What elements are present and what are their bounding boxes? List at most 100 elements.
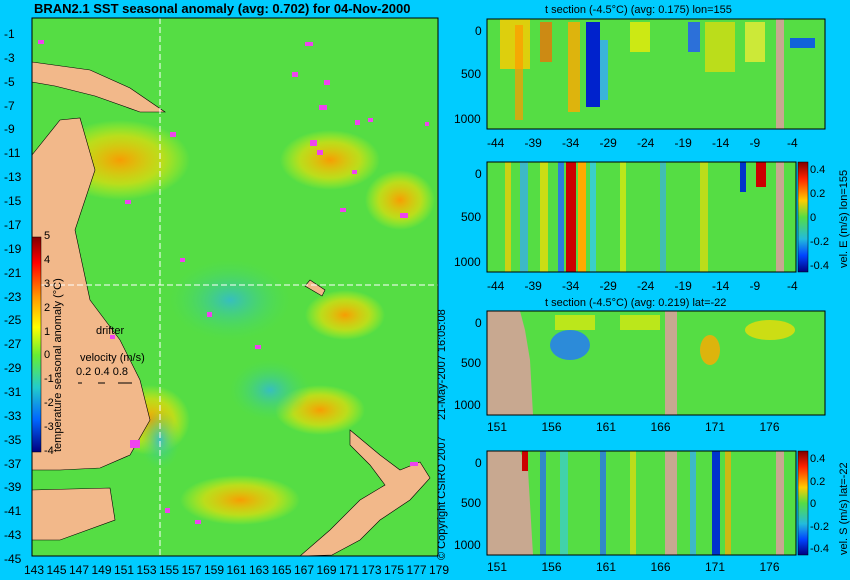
map-y-tick-label: -27 — [4, 337, 22, 352]
panel2-x-tick-label: -19 — [674, 279, 692, 293]
panel2-x-tick-label: -29 — [599, 279, 617, 293]
panel1-x-tick-label: -34 — [562, 136, 580, 150]
map-x-tick-label: 157 — [181, 563, 202, 577]
sst-map-panel — [31, 17, 439, 557]
map-x-tick-label: 163 — [249, 563, 270, 577]
map-y-tick-label: -7 — [4, 98, 15, 113]
panel2-x-tick-label: -24 — [637, 279, 655, 293]
panel3-x-tick-label: 156 — [541, 420, 562, 434]
panel4-x-tick-label: 156 — [541, 560, 562, 574]
panel1-x-tick-label: -24 — [637, 136, 655, 150]
map-x-tick-label: 175 — [384, 563, 405, 577]
map-y-tick-label: -19 — [4, 241, 22, 256]
panel4-colorbar-tick-label: -0.4 — [810, 543, 829, 555]
panel1-x-tick-label: -9 — [749, 136, 761, 150]
map-x-tick-label: 155 — [159, 563, 180, 577]
velocity-legend-values: 0.2 0.4 0.8 — [76, 366, 128, 378]
panel2-colorbar-tick-label: 0 — [810, 212, 817, 224]
sst-colorbar-tick-label: 4 — [44, 253, 51, 266]
map-y-tick-label: -3 — [4, 50, 15, 65]
panel4-colorbar-tick-label: 0.4 — [810, 453, 826, 465]
panel2-x-tick-label: -4 — [787, 279, 798, 293]
cool-anomaly-region — [170, 260, 290, 340]
panel3-x-tick-label: 171 — [705, 420, 726, 434]
map-y-tick-label: -13 — [4, 170, 22, 185]
warm-anomaly-region — [280, 130, 380, 190]
sst-map-title: BRAN2.1 SST seasonal anomaly (avg: 0.702… — [34, 1, 411, 16]
panel-vel-s-lat — [486, 450, 797, 556]
sst-colorbar-tick-label: 0 — [44, 349, 51, 362]
warm-anomaly-region — [365, 170, 435, 230]
map-y-tick-label: -43 — [4, 528, 22, 543]
map-y-tick-label: -25 — [4, 313, 22, 328]
panel4-x-tick-label: 171 — [705, 560, 726, 574]
panel1-x-tick-label: -44 — [487, 136, 505, 150]
panel4-y-tick-label: 500 — [461, 496, 482, 510]
panel1-y-tick-label: 0 — [475, 24, 482, 38]
panel-t-section-lon — [486, 18, 826, 130]
sst-colorbar — [31, 236, 42, 453]
panel1-x-tick-label: -19 — [674, 136, 692, 150]
panel2-x-tick-label: -39 — [524, 279, 542, 293]
map-y-tick-label: -11 — [4, 146, 21, 161]
panel1-x-tick-label: -4 — [787, 136, 798, 150]
panel-vel-e-lon — [486, 161, 797, 273]
map-y-tick-label: -37 — [4, 456, 22, 471]
map-y-tick-label: -1 — [4, 27, 15, 41]
panel2-colorbar-tick-label: -0.2 — [810, 236, 829, 248]
panel2-x-tick-label: -34 — [562, 279, 580, 293]
panel1-title: t section (-4.5°C) (avg: 0.175) lon=155 — [545, 4, 732, 16]
panel3-y-tick-label: 0 — [475, 316, 482, 330]
map-x-tick-label: 149 — [91, 563, 112, 577]
vel-s-colorbar — [797, 450, 809, 556]
map-y-tick-label: -45 — [4, 552, 22, 566]
panel1-x-tick-label: -14 — [712, 136, 730, 150]
panel1-x-tick-label: -39 — [524, 136, 542, 150]
panel4-x-tick-label: 166 — [650, 560, 671, 574]
panel1-y-tick-label: 500 — [461, 67, 482, 81]
map-y-tick-label: -9 — [4, 122, 15, 137]
map-x-tick-label: 159 — [204, 563, 225, 577]
sst-colorbar-tick-label: 2 — [44, 301, 51, 314]
map-x-tick-label: 165 — [271, 563, 292, 577]
warm-anomaly-region — [305, 290, 385, 340]
panel1-x-tick-label: -29 — [599, 136, 617, 150]
new-caledonia-landmass — [304, 279, 326, 297]
map-x-tick-label: 171 — [339, 563, 360, 577]
sst-colorbar-tick-label: -1 — [44, 373, 54, 386]
panel2-y-tick-label: 500 — [461, 210, 482, 224]
panel4-y-tick-label: 1000 — [454, 538, 481, 552]
sst-colorbar-tick-label: 3 — [44, 277, 51, 290]
panel-t-section-lat — [486, 310, 826, 416]
panel2-colorbar-tick-label: -0.4 — [810, 260, 829, 272]
map-x-tick-label: 145 — [46, 563, 67, 577]
sst-colorbar-tick-label: 1 — [44, 325, 51, 338]
new-guinea-landmass — [31, 61, 166, 113]
map-y-tick-label: -29 — [4, 361, 22, 376]
panel3-title: t section (-4.5°C) (avg: 0.219) lat=-22 — [545, 297, 727, 309]
map-y-tick-label: -33 — [4, 408, 22, 423]
sst-colorbar-tick-label: -2 — [44, 397, 54, 410]
panel3-y-tick-label: 500 — [461, 356, 482, 370]
drifter-legend-label: drifter — [96, 325, 125, 337]
panel4-x-tick-label: 151 — [487, 560, 508, 574]
map-x-tick-label: 151 — [114, 563, 135, 577]
map-y-tick-label: -23 — [4, 289, 22, 304]
map-y-tick-label: -35 — [4, 432, 22, 447]
map-x-tick-label: 177 — [406, 563, 427, 577]
vel-s-colorbar-label: vel. S (m/s) lat=-22 — [838, 462, 850, 555]
panel4-colorbar-tick-label: 0 — [810, 498, 817, 510]
map-y-tick-label: -17 — [4, 217, 22, 232]
map-y-tick-label: -41 — [4, 504, 22, 519]
copyright-text: © Copyright CSIRO 2007 — [436, 436, 448, 560]
panel2-x-tick-label: -44 — [487, 279, 505, 293]
panel2-y-tick-label: 0 — [475, 167, 482, 181]
sst-colorbar-tick-label: 5 — [44, 230, 51, 242]
map-x-tick-label: 147 — [69, 563, 90, 577]
panel4-y-tick-label: 0 — [475, 456, 482, 470]
panel3-x-tick-label: 176 — [759, 420, 780, 434]
australia-landmass — [31, 117, 151, 471]
cool-anomaly-region — [140, 410, 180, 470]
sst-colorbar-label: temperature seasonal anomaly (°C) — [52, 278, 64, 452]
